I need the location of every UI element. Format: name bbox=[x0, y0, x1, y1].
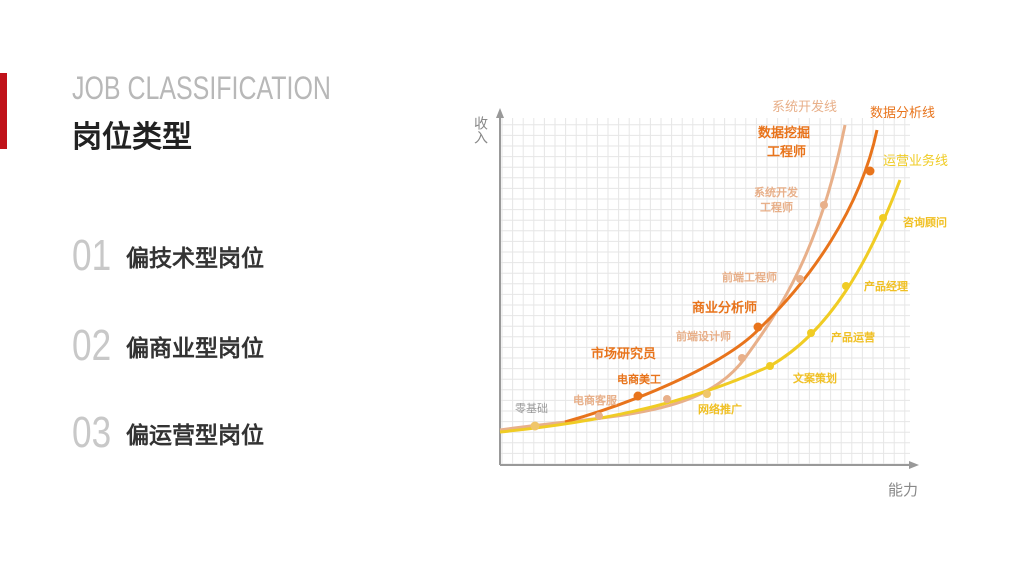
accent-bar bbox=[0, 73, 7, 149]
node bbox=[796, 275, 804, 283]
node bbox=[633, 391, 643, 401]
list-item-technical[interactable]: 01 偏技术型岗位 bbox=[72, 231, 264, 281]
node bbox=[766, 362, 774, 370]
node bbox=[820, 201, 828, 209]
x-axis-arrow-icon bbox=[909, 461, 919, 469]
node bbox=[865, 166, 875, 176]
node bbox=[663, 395, 671, 403]
node bbox=[879, 214, 887, 222]
x-axis-label: 能力 bbox=[888, 481, 918, 499]
line-name-operations: 运营业务线 bbox=[883, 153, 948, 169]
start-label: 零基础 bbox=[515, 402, 548, 415]
node-label: 文案策划 bbox=[793, 371, 837, 385]
item-label: 偏商业型岗位 bbox=[126, 336, 264, 362]
node-label: 产品运营 bbox=[831, 330, 875, 344]
item-number: 01 bbox=[72, 231, 112, 280]
node-label: 网络推广 bbox=[698, 402, 742, 416]
node-label: 前端设计师 bbox=[676, 329, 731, 343]
node-label: 咨询顾问 bbox=[903, 215, 947, 229]
line-name-data: 数据分析线 bbox=[870, 106, 935, 121]
node bbox=[753, 322, 763, 332]
node bbox=[842, 282, 850, 290]
node-label: 产品经理 bbox=[864, 279, 908, 293]
node-label-line1: 系统开发 bbox=[754, 185, 799, 199]
node bbox=[703, 390, 711, 398]
line-name-system: 系统开发线 bbox=[772, 99, 837, 115]
node-label: 电商美工 bbox=[617, 372, 661, 386]
list-item-business[interactable]: 02 偏商业型岗位 bbox=[72, 321, 264, 371]
y-axis-label: 收入 bbox=[472, 116, 488, 144]
node bbox=[595, 412, 603, 420]
item-label: 偏运营型岗位 bbox=[126, 423, 264, 449]
item-number: 03 bbox=[72, 408, 112, 457]
node-label: 前端工程师 bbox=[722, 270, 777, 284]
node bbox=[738, 354, 746, 362]
item-label: 偏技术型岗位 bbox=[126, 246, 264, 272]
node-label-line2: 工程师 bbox=[760, 200, 793, 214]
node-label: 商业分析师 bbox=[692, 300, 757, 316]
page-title: 岗位类型 bbox=[72, 120, 192, 155]
node-label: 市场研究员 bbox=[591, 346, 656, 362]
grid bbox=[501, 118, 910, 465]
node-label: 电商客服 bbox=[573, 393, 618, 407]
node-label-line1: 数据挖掘 bbox=[758, 125, 810, 141]
y-axis-arrow-icon bbox=[496, 108, 504, 118]
item-number: 02 bbox=[72, 321, 112, 370]
english-title: JOB CLASSIFICATION bbox=[72, 70, 331, 106]
list-item-operations[interactable]: 03 偏运营型岗位 bbox=[72, 408, 264, 458]
node-zero-base bbox=[530, 421, 540, 431]
node bbox=[807, 329, 815, 337]
node-label-line2: 工程师 bbox=[767, 144, 806, 160]
